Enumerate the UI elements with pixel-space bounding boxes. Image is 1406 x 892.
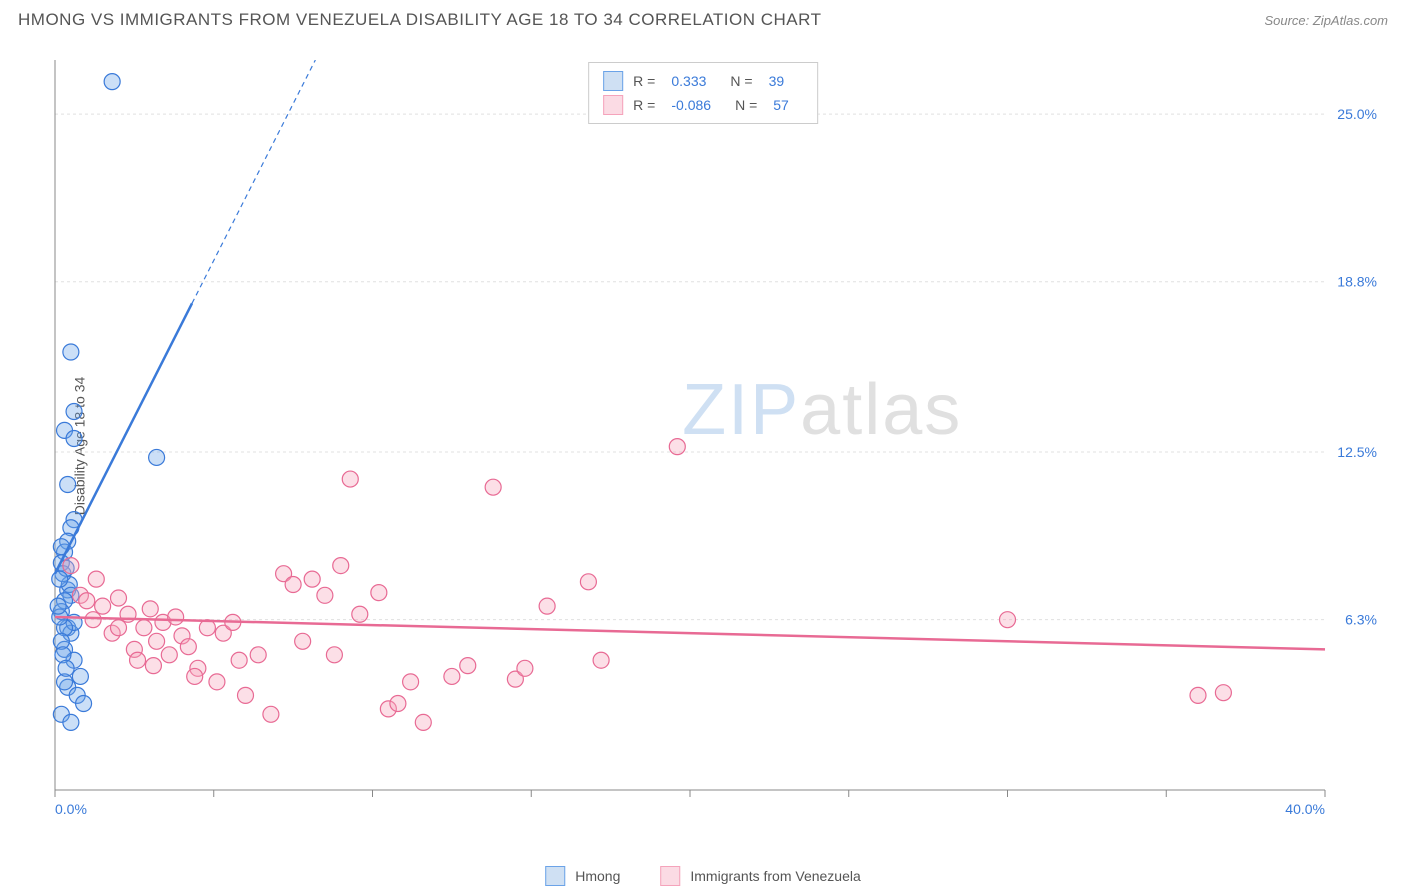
- svg-text:25.0%: 25.0%: [1337, 106, 1377, 122]
- series-legend: Hmong Immigrants from Venezuela: [545, 866, 861, 886]
- svg-text:40.0%: 40.0%: [1285, 801, 1325, 817]
- source-attribution: Source: ZipAtlas.com: [1264, 13, 1388, 28]
- r-label: R =: [633, 97, 655, 113]
- legend-row-hmong: R = 0.333 N = 39: [603, 69, 803, 93]
- header: HMONG VS IMMIGRANTS FROM VENEZUELA DISAB…: [0, 0, 1406, 36]
- legend-row-venezuela: R = -0.086 N = 57: [603, 93, 803, 117]
- chart-title: HMONG VS IMMIGRANTS FROM VENEZUELA DISAB…: [18, 10, 821, 30]
- legend-label-hmong: Hmong: [575, 868, 620, 884]
- scatter-plot-svg: 6.3% 12.5% 18.8% 25.0% 0.0% 40.0%: [45, 60, 1385, 820]
- svg-text:6.3%: 6.3%: [1345, 612, 1377, 628]
- r-value-hmong: 0.333: [671, 73, 706, 89]
- r-label: R =: [633, 73, 655, 89]
- svg-text:18.8%: 18.8%: [1337, 274, 1377, 290]
- n-label: N =: [730, 73, 752, 89]
- n-value-venezuela: 57: [773, 97, 789, 113]
- svg-text:0.0%: 0.0%: [55, 801, 87, 817]
- legend-swatch-hmong: [545, 866, 565, 886]
- legend-swatch-venezuela: [603, 95, 623, 115]
- correlation-legend: R = 0.333 N = 39 R = -0.086 N = 57: [588, 62, 818, 124]
- legend-label-venezuela: Immigrants from Venezuela: [690, 868, 860, 884]
- chart-area: 6.3%12.5%18.8%25.0%0.0%40.0% ZIPatlas: [45, 60, 1385, 820]
- r-value-venezuela: -0.086: [671, 97, 711, 113]
- n-label: N =: [735, 97, 757, 113]
- svg-text:12.5%: 12.5%: [1337, 444, 1377, 460]
- legend-swatch-hmong: [603, 71, 623, 91]
- n-value-hmong: 39: [769, 73, 785, 89]
- legend-swatch-venezuela: [660, 866, 680, 886]
